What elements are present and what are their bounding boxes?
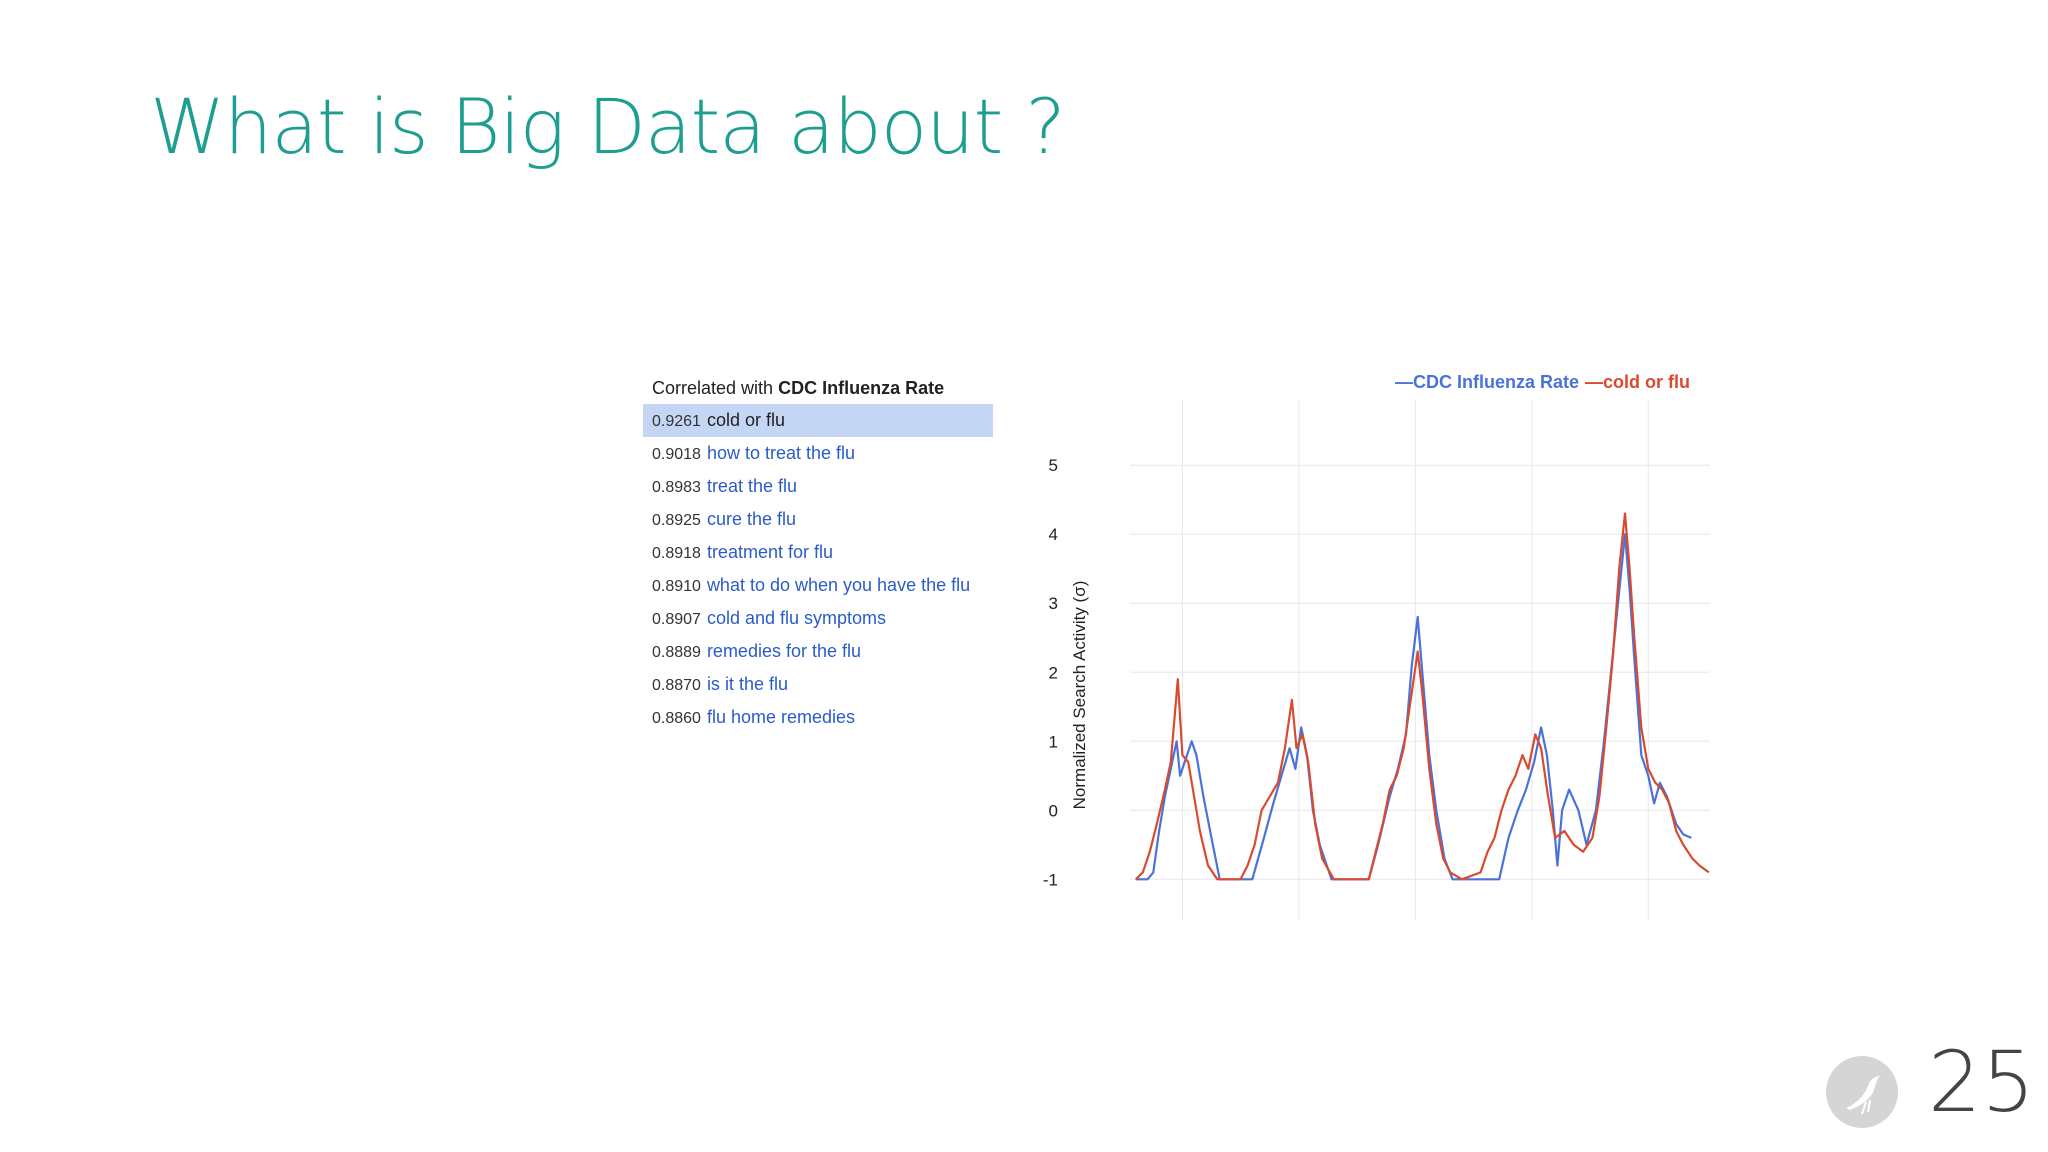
- correlation-score: 0.8925: [652, 512, 701, 529]
- correlation-term[interactable]: treat the flu: [706, 476, 797, 496]
- correlation-item[interactable]: 0.8907 cold and flu symptoms: [643, 602, 1013, 635]
- legend-entry: —cold or flu: [1585, 372, 1690, 392]
- correlation-item[interactable]: 0.8918 treatment for flu: [643, 536, 1013, 569]
- correlation-score: 0.8860: [652, 710, 701, 727]
- correlation-score: 0.8870: [652, 677, 701, 694]
- correlation-score: 0.8889: [652, 644, 701, 661]
- correlation-term[interactable]: cold and flu symptoms: [706, 608, 887, 628]
- legend-entry: —CDC Influenza Rate: [1395, 372, 1579, 392]
- correlation-score: 0.8910: [652, 578, 701, 595]
- correlation-score: 0.8983: [652, 479, 701, 496]
- correlation-term[interactable]: flu home remedies: [706, 707, 856, 727]
- correlation-item[interactable]: 0.8870 is it the flu: [643, 668, 1013, 701]
- correlation-term[interactable]: how to treat the flu: [706, 443, 856, 463]
- correlation-term[interactable]: remedies for the flu: [706, 641, 862, 661]
- correlation-item[interactable]: 0.9261 cold or flu: [643, 404, 993, 437]
- correlation-term[interactable]: is it the flu: [706, 674, 788, 694]
- y-tick-label: -1: [1043, 870, 1058, 889]
- correlation-item[interactable]: 0.9018 how to treat the flu: [643, 437, 1013, 470]
- flu-search-line-chart: -101234520062007200820092010Normalized S…: [1043, 372, 1710, 920]
- series-line-cdc-influenza-rate: [1135, 533, 1692, 881]
- correlation-score: 0.8907: [652, 611, 701, 628]
- chart-legend: —CDC Influenza Rate —cold or flu: [1395, 372, 1690, 392]
- slide-title: What is Big Data about ?: [150, 82, 1066, 171]
- y-tick-label: 4: [1049, 525, 1058, 544]
- correlation-list-header: Correlated with CDC Influenza Rate: [643, 372, 1013, 404]
- correlation-header-prefix: Correlated with: [652, 378, 774, 398]
- correlation-score: 0.8918: [652, 545, 701, 562]
- correlation-term[interactable]: what to do when you have the flu: [706, 575, 971, 595]
- correlation-score: 0.9018: [652, 446, 701, 463]
- y-tick-label: 3: [1049, 594, 1058, 613]
- correlation-list: Correlated with CDC Influenza Rate 0.926…: [643, 372, 1013, 734]
- bird-icon: [1826, 1056, 1898, 1128]
- page-number: 25: [1928, 1033, 2035, 1131]
- y-tick-label: 2: [1049, 663, 1058, 682]
- correlation-item[interactable]: 0.8910 what to do when you have the flu: [643, 569, 1013, 602]
- correlation-item[interactable]: 0.8889 remedies for the flu: [643, 635, 1013, 668]
- correlation-term[interactable]: cold or flu: [706, 410, 785, 430]
- y-axis-label: Normalized Search Activity (σ): [1070, 581, 1089, 810]
- correlation-score: 0.9261: [652, 413, 701, 430]
- correlation-header-target: CDC Influenza Rate: [778, 378, 945, 398]
- correlation-term[interactable]: treatment for flu: [706, 542, 833, 562]
- correlation-item[interactable]: 0.8860 flu home remedies: [643, 701, 1013, 734]
- series-line-cold-or-flu: [1135, 512, 1710, 881]
- y-tick-label: 1: [1049, 732, 1058, 751]
- y-tick-label: 0: [1049, 801, 1058, 820]
- correlation-item[interactable]: 0.8925 cure the flu: [643, 503, 1013, 536]
- correlation-item[interactable]: 0.8983 treat the flu: [643, 470, 1013, 503]
- y-tick-label: 5: [1049, 456, 1058, 475]
- correlation-term[interactable]: cure the flu: [706, 509, 796, 529]
